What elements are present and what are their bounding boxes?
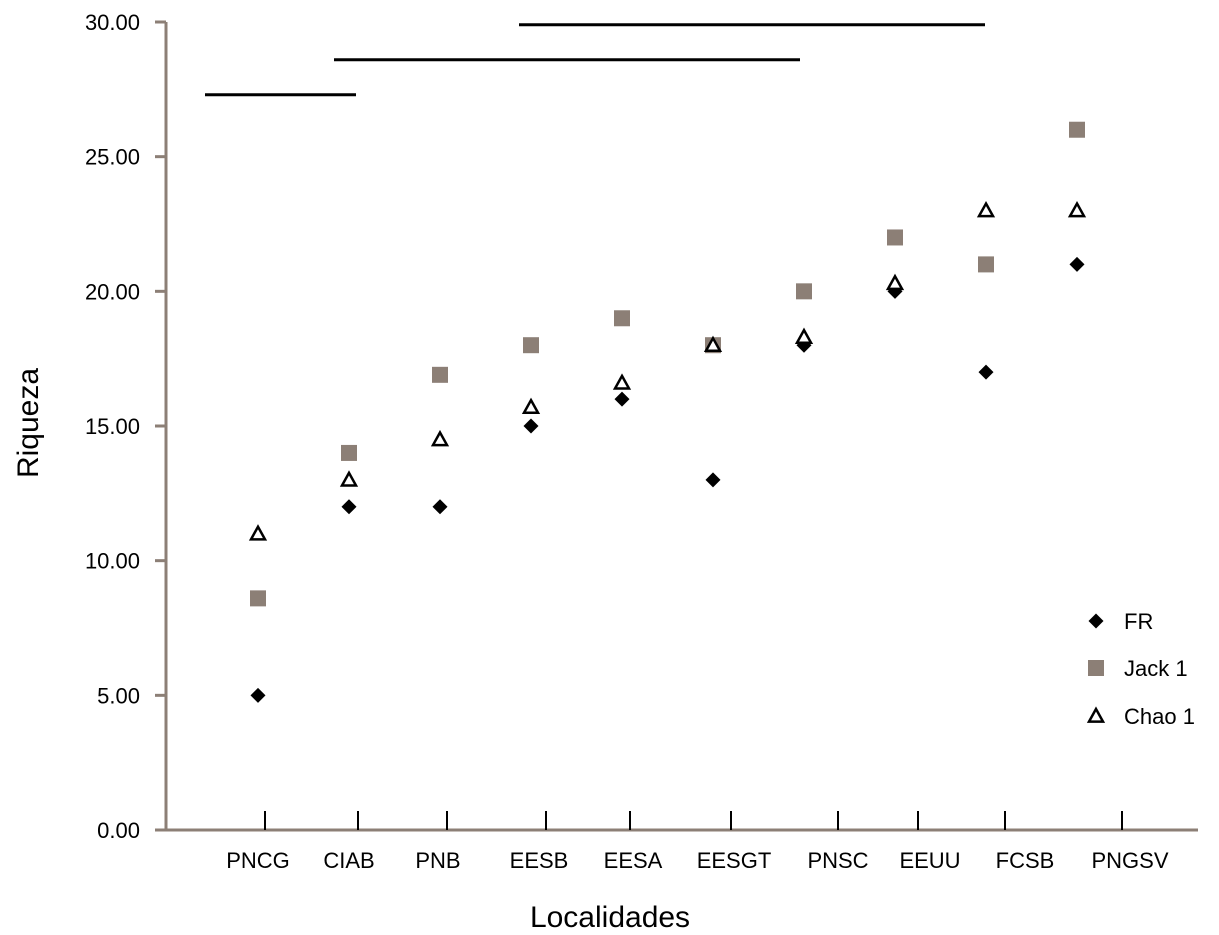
x-tick-label: FCSB [996, 848, 1055, 873]
y-tick-label: 5.00 [97, 683, 140, 708]
x-tick-label: PNCG [226, 848, 290, 873]
x-tick-label: EESA [604, 848, 663, 873]
chao-1-point [703, 335, 723, 353]
axes [155, 22, 1198, 832]
fr-point [705, 472, 721, 488]
x-tick-label: EEUU [899, 848, 960, 873]
fr-point [523, 418, 539, 434]
x-tick-label: CIAB [323, 848, 374, 873]
jack-1-point [341, 444, 357, 461]
x-tick-label: PNGSV [1091, 848, 1168, 873]
chao-1-point [885, 273, 905, 291]
y-tick-label: 20.00 [85, 279, 140, 304]
x-ticks: PNCG CIAB PNB EESB EESA EESGT PNSC EEUU FCSB PNGS… [226, 811, 1169, 873]
jack-1-point [250, 590, 266, 607]
fr-point [614, 391, 630, 407]
x-axis-title: Localidades [530, 901, 690, 934]
y-tick-label: 0.00 [97, 818, 140, 843]
legend-label-jack-1: Jack 1 [1124, 656, 1188, 681]
group-lines [205, 23, 985, 97]
legend-marker-fr [1088, 613, 1104, 629]
chao-1-point [976, 200, 996, 218]
legend-label-fr: FR [1124, 609, 1153, 634]
jack-1-point [796, 283, 812, 300]
chao-1-point [248, 524, 268, 541]
fr-point [978, 364, 994, 380]
x-tick-label: PNB [415, 848, 460, 873]
jack-1-point [614, 310, 630, 327]
fr-point [1069, 256, 1085, 272]
chao-1-point [1067, 200, 1087, 218]
x-tick-label: EESB [510, 848, 569, 873]
fr-point [432, 499, 448, 515]
legend-marker-jack-1 [1088, 660, 1104, 676]
chao-1-point [521, 397, 541, 414]
fr-point [250, 687, 266, 703]
data-points [248, 121, 1087, 703]
chao-1-point [430, 429, 450, 447]
jack-1-point [432, 366, 448, 383]
x-tick-label: PNSC [807, 848, 868, 873]
x-tick-label: EESGT [697, 848, 772, 873]
jack-1-point [523, 337, 539, 354]
legend: FR Jack 1 Chao 1 [1086, 609, 1195, 729]
fr-point [341, 499, 357, 515]
y-tick-label: 25.00 [85, 145, 140, 170]
jack-1-point [978, 256, 994, 273]
jack-1-point [887, 229, 903, 246]
chao-1-point [612, 373, 632, 390]
chao-1-point [339, 470, 359, 487]
y-tick-label: 30.00 [85, 10, 140, 35]
legend-marker-chao-1 [1086, 706, 1106, 723]
y-ticks: 0.00 5.00 10.00 15.00 20.00 25.00 30.00 [85, 10, 166, 843]
chao-1-point [794, 327, 814, 344]
y-axis-title: Riqueza [12, 368, 45, 478]
y-tick-label: 15.00 [85, 414, 140, 439]
jack-1-point [1069, 121, 1085, 138]
legend-label-chao-1: Chao 1 [1124, 704, 1195, 729]
y-tick-label: 10.00 [85, 549, 140, 574]
